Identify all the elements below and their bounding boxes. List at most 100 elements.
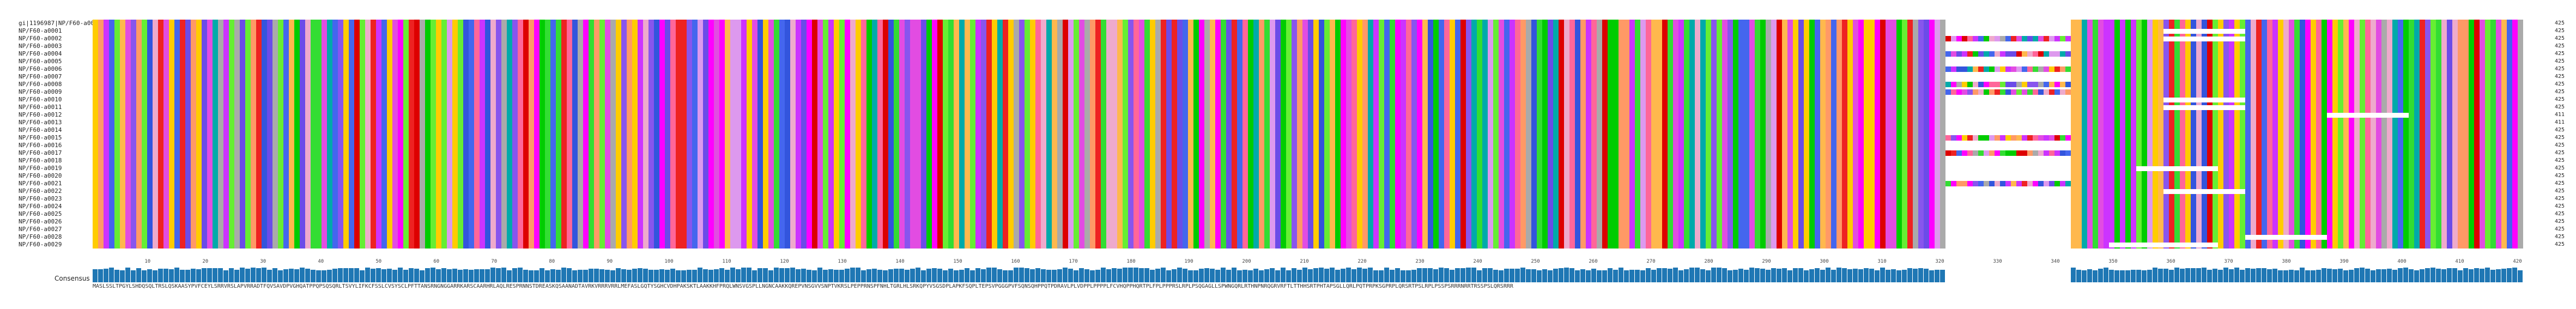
alignment-column[interactable] xyxy=(883,20,888,249)
sequence-name[interactable]: NP/F60-a0013 xyxy=(19,119,62,126)
residue-cell[interactable] xyxy=(1973,51,1978,57)
residue-cell[interactable] xyxy=(2011,150,2016,156)
alignment-column[interactable] xyxy=(480,20,485,249)
alignment-column[interactable] xyxy=(736,20,741,249)
alignment-column[interactable] xyxy=(2005,20,2011,249)
alignment-column[interactable] xyxy=(1706,20,1711,249)
alignment-column[interactable] xyxy=(823,20,828,249)
sequence-name[interactable]: NP/F60-a0014 xyxy=(19,126,62,134)
sequence-name[interactable]: NP/F60-a0015 xyxy=(19,134,62,141)
residue-cell[interactable] xyxy=(1956,135,1962,141)
alignment-column[interactable] xyxy=(959,20,965,249)
residue-cell[interactable] xyxy=(1995,181,2000,186)
alignment-column[interactable] xyxy=(583,20,589,249)
alignment-column[interactable] xyxy=(757,20,763,249)
alignment-column[interactable] xyxy=(1112,20,1117,249)
alignment-column[interactable] xyxy=(1106,20,1112,249)
alignment-column[interactable] xyxy=(1313,20,1319,249)
residue-cell[interactable] xyxy=(2044,36,2049,41)
alignment-column[interactable] xyxy=(1684,20,1689,249)
alignment-column[interactable] xyxy=(2387,20,2392,249)
alignment-column[interactable] xyxy=(2518,20,2523,249)
residue-cell[interactable] xyxy=(2016,181,2022,186)
residue-cell[interactable] xyxy=(2049,135,2054,141)
alignment-column[interactable] xyxy=(817,20,823,249)
alignment-column[interactable] xyxy=(2213,20,2218,249)
alignment-column[interactable] xyxy=(1117,20,1123,249)
residue-cell[interactable] xyxy=(2027,66,2033,72)
alignment-column[interactable] xyxy=(1662,20,1668,249)
residue-cell[interactable] xyxy=(2054,66,2060,72)
residue-cell[interactable] xyxy=(2049,82,2054,87)
alignment-column[interactable] xyxy=(240,20,245,249)
alignment-column[interactable] xyxy=(2316,20,2322,249)
alignment-column[interactable] xyxy=(2409,20,2414,249)
alignment-column[interactable] xyxy=(2420,20,2425,249)
residue-cell[interactable] xyxy=(2049,36,2054,41)
alignment-column[interactable] xyxy=(1847,20,1853,249)
residue-cell[interactable] xyxy=(1978,150,1984,156)
alignment-column[interactable] xyxy=(2392,20,2398,249)
alignment-column[interactable] xyxy=(272,20,278,249)
alignment-column[interactable] xyxy=(1842,20,1847,249)
alignment-column[interactable] xyxy=(975,20,981,249)
alignment-column[interactable] xyxy=(937,20,943,249)
residue-cell[interactable] xyxy=(2000,89,2005,95)
residue-cell[interactable] xyxy=(1978,66,1984,72)
sequence-name[interactable]: NP/F60-a0002 xyxy=(19,35,62,42)
residue-cell[interactable] xyxy=(1945,135,1951,141)
sequence-name[interactable]: NP/F60-a0027 xyxy=(19,226,62,233)
residue-cell[interactable] xyxy=(2038,135,2044,141)
sequence-name[interactable]: NP/F60-a0020 xyxy=(19,172,62,179)
alignment-column[interactable] xyxy=(1455,20,1460,249)
alignment-column[interactable] xyxy=(1853,20,1858,249)
residue-cell[interactable] xyxy=(2038,89,2044,95)
alignment-column[interactable] xyxy=(1379,20,1384,249)
residue-cell[interactable] xyxy=(1973,82,1978,87)
alignment-column[interactable] xyxy=(992,20,997,249)
residue-cell[interactable] xyxy=(2022,82,2027,87)
alignment-column[interactable] xyxy=(556,20,561,249)
alignment-column[interactable] xyxy=(1836,20,1842,249)
alignment-column[interactable] xyxy=(1820,20,1826,249)
alignment-column[interactable] xyxy=(381,20,387,249)
sequence-name[interactable]: NP/F60-a0029 xyxy=(19,241,62,248)
alignment-column[interactable] xyxy=(1406,20,1411,249)
alignment-column[interactable] xyxy=(1362,20,1368,249)
alignment-column[interactable] xyxy=(338,20,343,249)
alignment-column[interactable] xyxy=(534,20,540,249)
residue-cell[interactable] xyxy=(1989,150,1995,156)
alignment-column[interactable] xyxy=(1700,20,1706,249)
alignment-column[interactable] xyxy=(2163,20,2169,249)
alignment-column[interactable] xyxy=(2038,20,2044,249)
residue-cell[interactable] xyxy=(2065,51,2071,57)
alignment-column[interactable] xyxy=(1074,20,1079,249)
alignment-column[interactable] xyxy=(256,20,262,249)
residue-cell[interactable] xyxy=(1951,82,1956,87)
residue-cell[interactable] xyxy=(1989,89,1995,95)
alignment-column[interactable] xyxy=(322,20,327,249)
alignment-column[interactable] xyxy=(2300,20,2305,249)
residue-cell[interactable] xyxy=(2022,135,2027,141)
alignment-column[interactable] xyxy=(2322,20,2327,249)
residue-cell[interactable] xyxy=(2054,181,2060,186)
alignment-column[interactable] xyxy=(1624,20,1629,249)
alignment-column[interactable] xyxy=(997,20,1003,249)
alignment-column[interactable] xyxy=(2338,20,2343,249)
alignment-column[interactable] xyxy=(1193,20,1199,249)
residue-cell[interactable] xyxy=(1945,36,1951,41)
residue-cell[interactable] xyxy=(2027,36,2033,41)
alignment-column[interactable] xyxy=(1831,20,1836,249)
alignment-column[interactable] xyxy=(605,20,610,249)
alignment-column[interactable] xyxy=(1433,20,1439,249)
alignment-column[interactable] xyxy=(283,20,289,249)
residue-cell[interactable] xyxy=(2000,66,2005,72)
sequence-name[interactable]: NP/F60-a0028 xyxy=(19,233,62,240)
alignment-column[interactable] xyxy=(501,20,507,249)
alignment-column[interactable] xyxy=(2169,20,2174,249)
alignment-column[interactable] xyxy=(2480,20,2485,249)
alignment-column[interactable] xyxy=(1777,20,1782,249)
alignment-column[interactable] xyxy=(599,20,605,249)
alignment-column[interactable] xyxy=(1787,20,1793,249)
alignment-column[interactable] xyxy=(616,20,621,249)
